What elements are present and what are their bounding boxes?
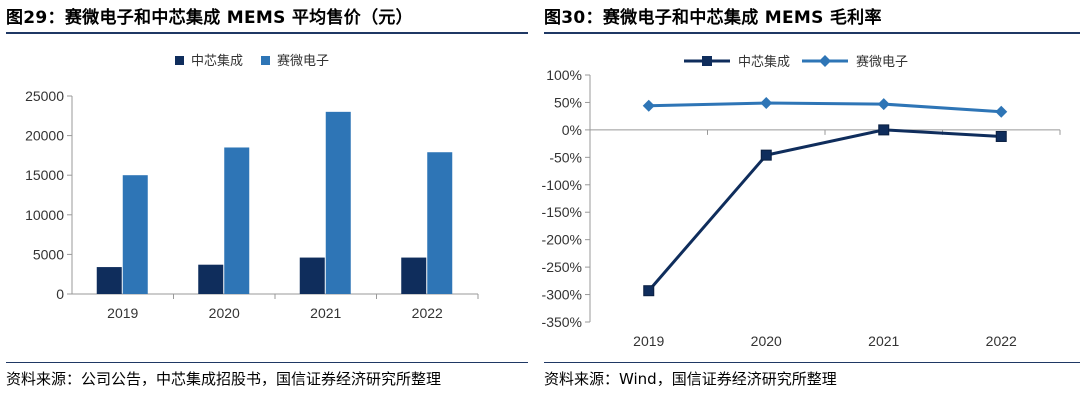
y-tick-label: 5000	[33, 246, 64, 262]
left-figure-panel: 图29：赛微电子和中芯集成 MEMS 平均售价（元） 中芯集成 赛微电子 0 5000…	[0, 0, 528, 414]
right-title-rule	[544, 32, 1080, 34]
legend-label-1: 中芯集成	[191, 53, 243, 69]
bar-2-2021	[325, 111, 351, 294]
point-2-2021	[877, 98, 890, 111]
x-tick-label: 2021	[310, 305, 341, 321]
right-legend: 中芯集成 赛微电子	[684, 54, 908, 70]
y-tick-label: -150%	[542, 204, 582, 220]
y-tick-label: -200%	[542, 232, 582, 248]
y-tick-label: 15000	[25, 167, 64, 183]
point-2-2019	[642, 99, 655, 112]
x-tick-label: 2022	[986, 333, 1017, 349]
left-legend: 中芯集成 赛微电子	[175, 53, 329, 69]
y-tick-label: 20000	[25, 128, 64, 144]
right-line-chart: 中芯集成 赛微电子 -350% -300% -250% -200% -150% -100% -5…	[542, 54, 1061, 349]
point-2-2022	[995, 105, 1008, 118]
y-tick-label: 100%	[546, 67, 582, 83]
y-tick-label: -100%	[542, 177, 582, 193]
left-bar-chart: 中芯集成 赛微电子 0 5000 10000 15000 20000 25000 2019 202…	[25, 53, 479, 321]
point-2-2020	[760, 96, 773, 109]
bar-1-2019	[96, 267, 122, 294]
y-tick-label: 0%	[562, 122, 582, 138]
x-tick-label: 2020	[751, 333, 782, 349]
right-source-rule	[544, 362, 1080, 363]
legend-label-1: 中芯集成	[738, 54, 790, 70]
y-tick-label: -50%	[549, 149, 582, 165]
legend-marker-1	[702, 56, 712, 66]
point-1-2022	[995, 130, 1007, 142]
left-source-note: 资料来源：公司公告，中芯集成招股书，国信证券经济研究所整理	[6, 370, 442, 388]
left-title-rule	[6, 32, 528, 34]
point-1-2021	[878, 124, 890, 136]
legend-marker-2	[819, 55, 831, 67]
left-figure-title: 图29：赛微电子和中芯集成 MEMS 平均售价（元）	[6, 8, 413, 28]
left-source-rule	[6, 362, 528, 363]
y-tick-label: 50%	[554, 94, 582, 110]
legend-label-2: 赛微电子	[277, 53, 329, 69]
y-tick-label: 0	[56, 286, 64, 302]
point-1-2019	[643, 285, 655, 297]
series-line-1	[647, 128, 1002, 292]
x-tick-label: 2019	[107, 305, 138, 321]
bar-2-2020	[224, 147, 250, 294]
x-tick-label: 2020	[209, 305, 240, 321]
y-tick-label: -250%	[542, 259, 582, 275]
bar-2-2019	[122, 175, 148, 294]
legend-swatch-2	[261, 56, 270, 65]
bar-1-2020	[198, 264, 224, 294]
y-tick-label: -350%	[542, 314, 582, 330]
bar-1-2021	[299, 257, 325, 294]
point-1-2020	[760, 149, 772, 161]
x-tick-label: 2021	[868, 333, 899, 349]
right-figure-title: 图30：赛微电子和中芯集成 MEMS 毛利率	[544, 8, 882, 28]
x-tick-label: 2019	[633, 333, 664, 349]
x-tick-label: 2022	[412, 305, 443, 321]
legend-swatch-1	[175, 56, 184, 65]
legend-label-2: 赛微电子	[856, 54, 908, 70]
y-tick-label: 25000	[25, 88, 64, 104]
right-figure-panel: 图30：赛微电子和中芯集成 MEMS 毛利率 中芯集成 赛微电子 -350% -300…	[538, 0, 1080, 414]
bar-1-2022	[401, 257, 427, 294]
series-line-2	[648, 101, 1002, 114]
y-tick-label: 10000	[25, 207, 64, 223]
right-source-note: 资料来源：Wind，国信证券经济研究所整理	[544, 370, 837, 388]
bar-2-2022	[427, 152, 453, 294]
y-tick-label: -300%	[542, 287, 582, 303]
